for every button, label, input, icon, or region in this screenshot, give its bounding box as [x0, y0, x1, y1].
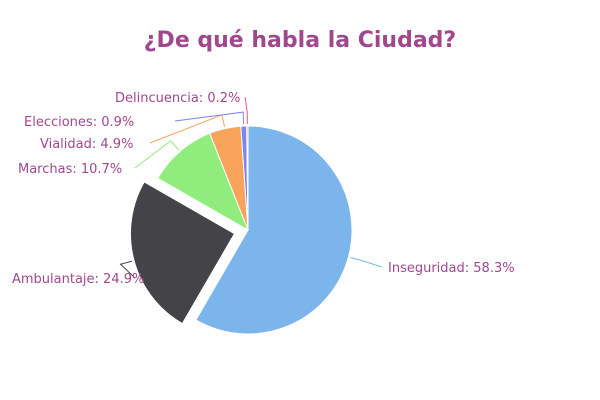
connector-delincuencia — [244, 96, 248, 125]
label-inseguridad: Inseguridad: 58.3% — [388, 261, 515, 276]
pie-slice-marchas[interactable] — [157, 132, 249, 232]
label-ambulantaje: Ambulantaje: 24.9% — [12, 272, 144, 287]
connector-marchas — [134, 140, 179, 169]
connector-inseguridad — [350, 257, 383, 268]
label-marchas: Marchas: 10.7% — [18, 162, 122, 177]
pie-slice-inseguridad[interactable] — [195, 125, 353, 335]
pie-slice-delincuencia[interactable] — [246, 125, 249, 231]
label-delincuencia: Delincuencia: 0.2% — [115, 91, 240, 106]
label-elecciones: Elecciones: 0.9% — [24, 115, 134, 130]
connector-ambulantaje — [119, 260, 136, 279]
chart-title: ¿De qué habla la Ciudad? — [143, 28, 457, 53]
label-vialidad: Vialidad: 4.9% — [40, 137, 133, 152]
pie-slice-ambulantaje[interactable] — [130, 181, 236, 325]
connector-elecciones — [174, 111, 245, 125]
